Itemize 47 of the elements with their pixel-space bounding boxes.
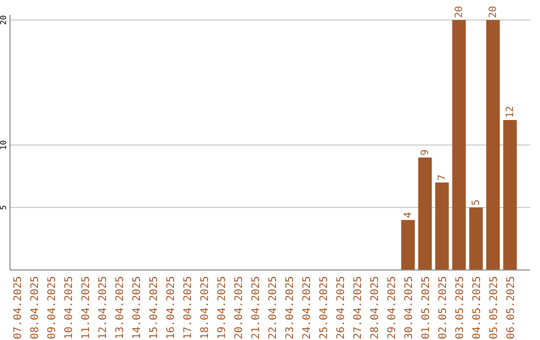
y-tick-label: 20 (0, 15, 8, 25)
x-tick-label: 24.04.2025 (301, 276, 313, 340)
x-tick-label: 30.04.2025 (403, 276, 415, 340)
x-tick-label: 20.04.2025 (233, 276, 245, 340)
bar (418, 158, 432, 270)
data-label: 9 (420, 149, 431, 156)
x-tick-label: 17.04.2025 (182, 276, 194, 340)
x-tick-label: 09.04.2025 (46, 276, 58, 340)
x-tick-label: 16.04.2025 (165, 276, 177, 340)
x-tick-label: 19.04.2025 (216, 276, 228, 340)
x-tick-label: 18.04.2025 (199, 276, 211, 340)
bar (486, 20, 500, 270)
data-label: 20 (488, 6, 499, 18)
x-tick-label: 05.05.2025 (488, 276, 500, 340)
x-tick-label: 04.05.2025 (471, 276, 483, 340)
x-tick-label: 03.05.2025 (454, 276, 466, 340)
bar (503, 120, 517, 270)
x-tick-label: 26.04.2025 (335, 276, 347, 340)
bar (452, 20, 466, 270)
bar (401, 220, 415, 270)
x-tick-label: 12.04.2025 (97, 276, 109, 340)
y-tick-label: 10 (0, 140, 8, 150)
x-tick-label: 29.04.2025 (386, 276, 398, 340)
x-tick-label: 22.04.2025 (267, 276, 279, 340)
x-tick-label: 14.04.2025 (131, 276, 143, 340)
data-label: 7 (437, 174, 448, 180)
bar (435, 182, 449, 270)
x-tick-label: 28.04.2025 (369, 276, 381, 340)
data-label: 12 (505, 106, 516, 118)
data-label: 5 (471, 199, 482, 206)
x-tick-label: 02.05.2025 (437, 276, 449, 340)
y-tick-label: 5 (0, 204, 8, 210)
x-tick-label: 11.04.2025 (80, 276, 92, 340)
x-tick-label: 27.04.2025 (352, 276, 364, 340)
x-tick-label: 13.04.2025 (114, 276, 126, 340)
x-tick-label: 10.04.2025 (63, 276, 75, 340)
x-tick-label: 25.04.2025 (318, 276, 330, 340)
x-tick-label: 07.04.2025 (12, 276, 24, 340)
data-label: 4 (403, 212, 414, 218)
data-label: 20 (454, 6, 465, 18)
x-tick-label: 01.05.2025 (420, 276, 432, 340)
x-tick-label: 23.04.2025 (284, 276, 296, 340)
x-tick-label: 21.04.2025 (250, 276, 262, 340)
x-tick-label: 15.04.2025 (148, 276, 160, 340)
bar (469, 208, 483, 270)
x-tick-label: 08.04.2025 (29, 276, 41, 340)
x-tick-label: 06.05.2025 (505, 276, 517, 340)
